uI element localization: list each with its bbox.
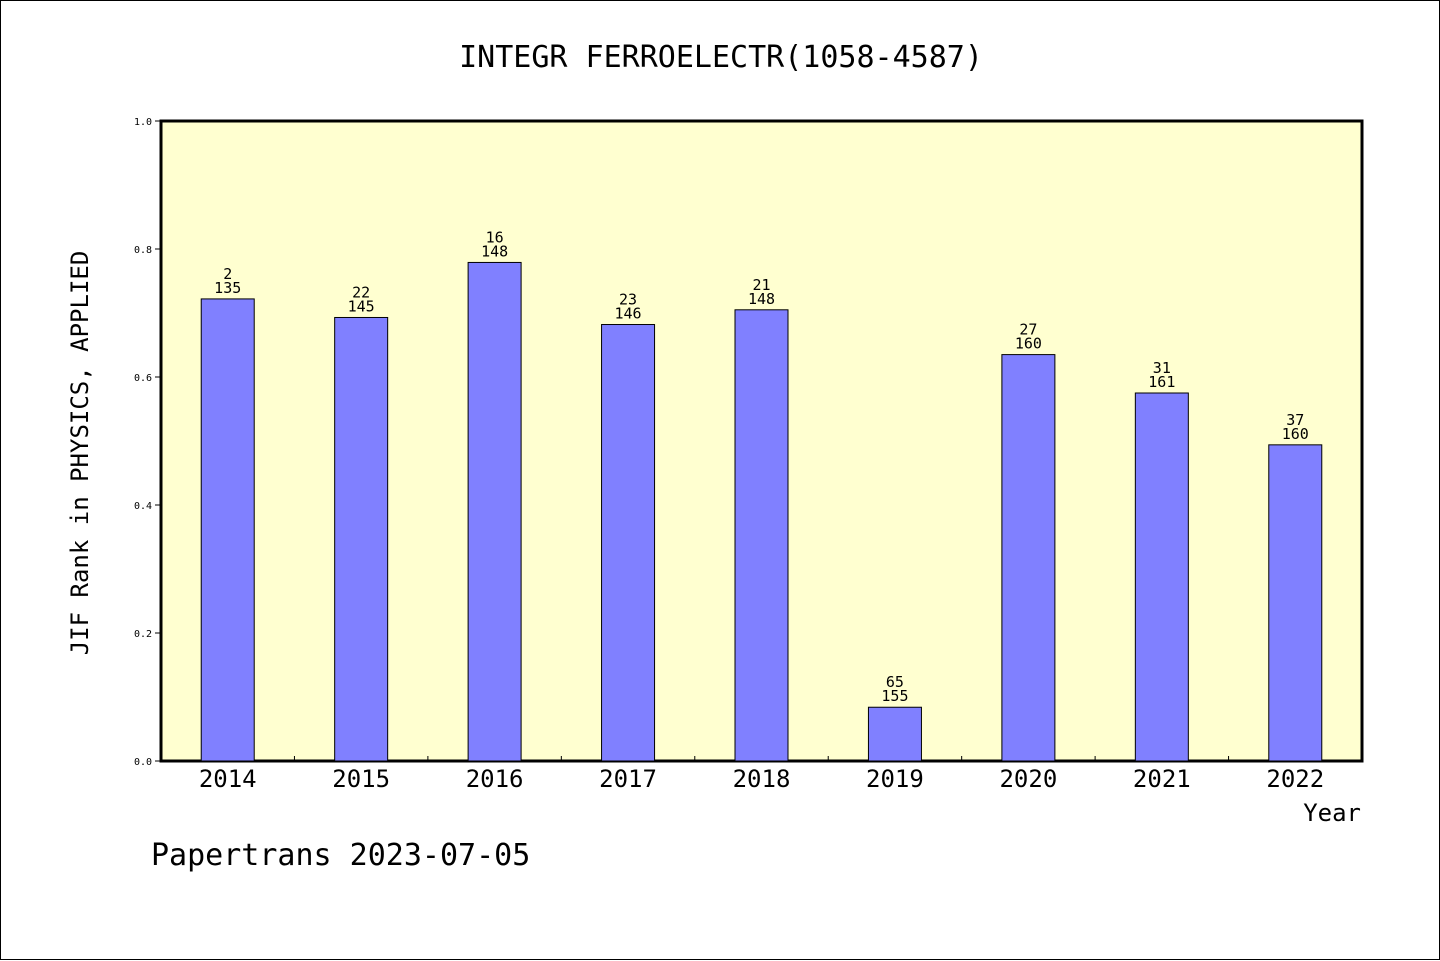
rank-label: 31 [1153,359,1171,377]
rank-label: 65 [886,673,904,691]
total-label: 161 [1148,373,1175,391]
total-label: 160 [1282,425,1309,443]
total-label: 145 [348,297,375,315]
total-label: 148 [748,290,775,308]
x-axis: 2014 2015 2016 2017 2018 2019 2020 2021 2022 [199,756,1324,793]
y-axis-label: JIF Rank in PHYSICS, APPLIED [66,251,94,656]
total-label: 148 [481,242,508,260]
y-tick-label: 0.2 [134,629,152,640]
rank-label: 27 [1019,321,1037,339]
x-tick-label: 2017 [599,765,657,793]
rank-label: 2 [223,265,232,283]
rank-label: 22 [352,283,370,301]
rank-label: 23 [619,291,637,309]
bar-2017 [601,324,656,762]
total-label: 155 [881,687,908,705]
bar-2019 [867,706,922,762]
x-tick-label: 2015 [332,765,390,793]
footer-watermark: Papertrans 2023-07-05 [151,838,530,873]
y-tick-label: 0.0 [134,757,152,768]
total-label: 146 [615,305,642,323]
chart-title: INTEGR FERROELECTR(1058-4587) [459,40,983,75]
bar-2022 [1268,444,1323,762]
total-label: 135 [214,279,241,297]
x-tick-label: 2016 [466,765,524,793]
x-tick-label: 2019 [866,765,924,793]
bar-2014 [200,298,255,762]
x-tick-label: 2020 [999,765,1057,793]
bar-2020 [1001,354,1056,762]
bar-2015 [334,316,389,762]
y-tick-label: 0.6 [134,373,152,384]
x-tick-label: 2022 [1266,765,1324,793]
x-axis-label: Year [1303,799,1361,827]
bars-group [200,261,1323,762]
y-axis: 0.0 0.2 0.4 0.6 0.8 1.0 [134,117,161,768]
y-tick-label: 0.4 [134,501,152,512]
x-tick-label: 2018 [733,765,791,793]
total-label: 160 [1015,335,1042,353]
bar-2021 [1134,392,1189,762]
rank-label: 21 [752,276,770,294]
bar-2016 [467,261,522,762]
bar-2018 [734,309,789,762]
y-tick-label: 0.8 [134,245,152,256]
x-tick-label: 2021 [1133,765,1191,793]
rank-label: 37 [1286,411,1304,429]
y-tick-label: 1.0 [134,117,152,128]
x-tick-label: 2014 [199,765,257,793]
rank-label: 16 [486,228,504,246]
